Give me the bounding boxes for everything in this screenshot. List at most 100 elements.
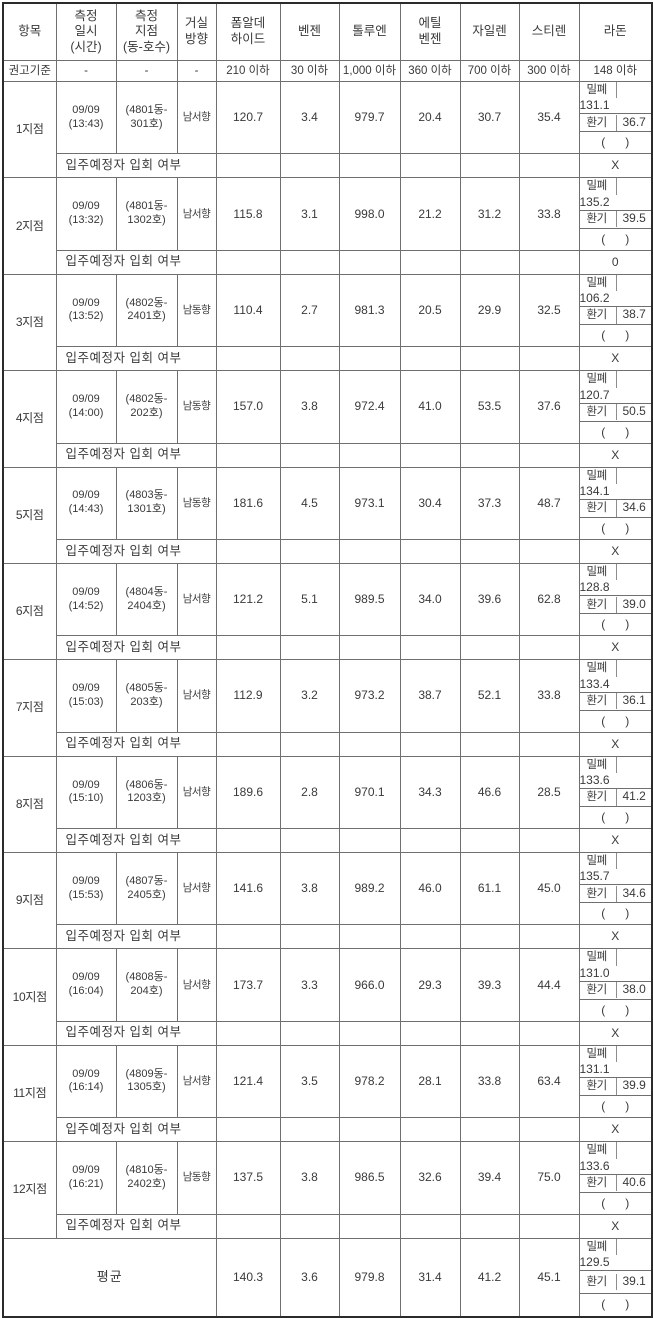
attendance-empty-xylene (459, 731, 520, 757)
value-toluene: 972.4 (338, 370, 401, 444)
room-direction: 남동향 (176, 466, 217, 540)
radon-mode-label: 밀폐 (580, 1239, 617, 1255)
radon-mode-label: 밀폐 (580, 757, 617, 773)
value-benzene: 5.1 (279, 562, 340, 637)
room-direction: 남서향 (176, 851, 217, 926)
value-styrene: 63.4 (518, 1044, 580, 1119)
value-benzene: 3.8 (279, 370, 340, 444)
standard-toluene: 1,000 이하 (338, 60, 401, 82)
header-row: 항목 측정 일시 (시간) 측정 지점 (동-호수) 거실 방향 폼알데 하이드… (2, 2, 653, 61)
radon-vent-cell: 환기 34.6 (578, 498, 653, 518)
point-row: 9지점 09/09 (15:53) (4807동- 2405호) 남서향 141.6 3.… (2, 851, 653, 950)
radon-sealed-cell: 밀폐133.6 (578, 1141, 653, 1175)
attendance-label: 입주예정자 입회 여부 (55, 1117, 217, 1143)
radon-value: 129.5 (579, 1254, 610, 1269)
radon-paren-cell: ( ) (578, 131, 653, 155)
value-toluene: 986.5 (338, 1141, 401, 1215)
standard-xylene: 700 이하 (459, 60, 520, 82)
attendance-empty-styrene (518, 442, 580, 468)
attendance-empty-formaldehyde (215, 1020, 281, 1046)
attendance-empty-toluene (338, 1117, 401, 1143)
radon-vent-cell: 환기 39.9 (578, 1077, 653, 1097)
radon-paren-row: ( ) (3, 516, 653, 540)
attendance-empty-ethylbenzene (399, 346, 461, 372)
attendance-empty-ethylbenzene (399, 924, 461, 950)
radon-paren-row: ( ) (3, 227, 653, 251)
value-toluene: 973.1 (338, 466, 401, 540)
average-radon-vent-cell: 환기 39.1 (578, 1269, 653, 1294)
point-row: 11지점 09/09 (16:14) (4809동- 1305호) 남서향 121.4 3… (2, 1044, 653, 1143)
table-header: 항목 측정 일시 (시간) 측정 지점 (동-호수) 거실 방향 폼알데 하이드… (2, 2, 653, 82)
standard-radon: 148 이하 (578, 60, 653, 82)
attendance-empty-ethylbenzene (399, 153, 461, 179)
value-xylene: 61.1 (459, 851, 520, 926)
attendance-empty-xylene (459, 346, 520, 372)
value-styrene: 45.0 (518, 851, 580, 926)
value-toluene: 998.0 (338, 177, 401, 251)
attendance-value: X (578, 1213, 653, 1239)
attendance-empty-benzene (279, 1020, 340, 1046)
attendance-empty-toluene (338, 538, 401, 564)
attendance-row: 입주예정자 입회 여부 0 (3, 249, 653, 275)
attendance-value: X (578, 442, 653, 468)
attendance-empty-styrene (518, 828, 580, 853)
radon-mode-label: 밀폐 (580, 371, 617, 388)
radon-vent-cell: 환기 38.7 (578, 306, 653, 326)
radon-value: 39.0 (622, 596, 646, 611)
radon-paren-cell: ( ) (578, 324, 653, 348)
radon-paren-cell: ( ) (578, 806, 653, 829)
radon-vent-cell: 환기 50.5 (578, 402, 653, 422)
value-styrene: 37.6 (518, 370, 580, 444)
radon-mode-label: 환기 (580, 211, 617, 228)
radon-mode-label: 밀폐 (580, 564, 617, 581)
attendance-empty-benzene (279, 538, 340, 564)
radon-value: 38.0 (622, 982, 646, 997)
measure-location: (4806동- 1203호) (115, 755, 178, 830)
col-header-ethylbenzene: 에틸 벤젠 (399, 2, 461, 61)
radon-sealed-cell: 밀폐128.8 (578, 562, 653, 597)
col-header-direction: 거실 방향 (176, 2, 217, 61)
attendance-value: X (578, 635, 653, 661)
value-toluene: 979.7 (338, 80, 401, 155)
value-formaldehyde: 115.8 (215, 177, 281, 251)
attendance-value: X (578, 924, 653, 950)
attendance-empty-styrene (518, 635, 580, 661)
attendance-row: 입주예정자 입회 여부 X (3, 153, 653, 179)
radon-value: 135.7 (579, 869, 610, 884)
attendance-empty-formaldehyde (215, 249, 281, 275)
measure-location: (4807동- 2405호) (115, 851, 178, 926)
point-row: 12지점 09/09 (16:21) (4810동- 2402호) 남동향 137.5 3… (2, 1141, 653, 1239)
value-ethylbenzene: 20.5 (399, 273, 461, 348)
radon-sealed-cell: 밀폐131.0 (578, 948, 653, 982)
value-toluene: 966.0 (338, 948, 401, 1022)
radon-mode-label: 환기 (580, 982, 617, 999)
average-value-styrene: 45.1 (518, 1237, 580, 1318)
value-toluene: 989.2 (338, 851, 401, 926)
value-styrene: 32.5 (518, 273, 580, 348)
attendance-empty-formaldehyde (215, 538, 281, 564)
value-benzene: 3.8 (279, 851, 340, 926)
attendance-empty-xylene (459, 1213, 520, 1239)
radon-paren-cell: ( ) (578, 902, 653, 926)
attendance-empty-toluene (338, 1213, 401, 1239)
radon-value: 40.6 (622, 1174, 646, 1189)
value-ethylbenzene: 28.1 (399, 1044, 461, 1119)
radon-mode-label: 환기 (580, 114, 617, 131)
standard-styrene: 300 이하 (518, 60, 580, 82)
radon-value: 131.1 (579, 98, 610, 113)
radon-mode-label: 밀폐 (580, 178, 617, 195)
point-label: 10지점 (2, 948, 57, 1046)
standard-datetime: - (55, 60, 117, 82)
value-ethylbenzene: 30.4 (399, 466, 461, 540)
measure-datetime: 09/09 (16:21) (55, 1141, 117, 1215)
radon-value: 34.6 (622, 500, 646, 515)
radon-sealed-cell: 밀폐133.4 (578, 659, 653, 693)
radon-sealed-cell: 밀폐131.1 (578, 1044, 653, 1079)
point-row: 1지점 09/09 (13:43) (4801동- 301호) 남서향 120.7 3.4… (2, 80, 653, 179)
attendance-value: X (578, 828, 653, 853)
attendance-row: 입주예정자 입회 여부 X (3, 346, 653, 372)
value-toluene: 973.2 (338, 659, 401, 733)
room-direction: 남서향 (176, 755, 217, 830)
attendance-row: 입주예정자 입회 여부 X (3, 828, 653, 853)
radon-mode-label: 환기 (580, 1273, 617, 1291)
